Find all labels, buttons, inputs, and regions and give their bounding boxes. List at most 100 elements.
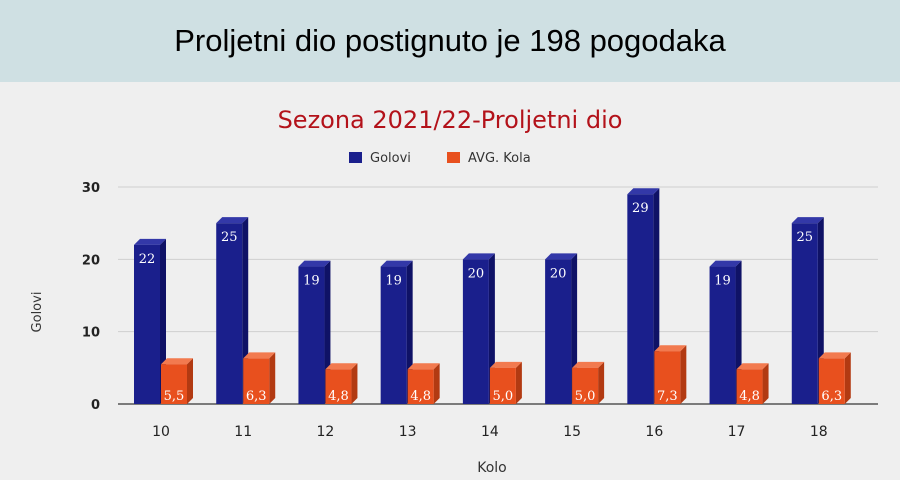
bar-avg-kola: 5,5 — [161, 358, 193, 404]
bar-top — [572, 361, 605, 368]
data-label-avg-kola: 6,3 — [246, 389, 267, 404]
header-banner: Proljetni dio postignuto je 198 pogodaka — [0, 0, 900, 82]
bar-face — [462, 259, 489, 404]
bar-avg-kola: 6,3 — [243, 352, 276, 404]
legend-swatch-golovi — [349, 152, 362, 163]
bar-face — [216, 223, 243, 404]
bar-face — [709, 266, 736, 404]
bar-side — [351, 363, 358, 404]
data-label-avg-kola: 7,3 — [657, 389, 678, 404]
bar-face — [380, 266, 407, 404]
legend: Golovi AVG. Kola — [349, 151, 531, 166]
y-tick-label: 30 — [82, 181, 100, 196]
bar-face — [325, 369, 352, 404]
bar-face — [545, 259, 572, 404]
bar-golovi: 20 — [462, 253, 495, 404]
bar-avg-kola: 7,3 — [654, 345, 687, 404]
y-axis-ticks: 0 10 20 30 — [82, 181, 100, 413]
bar-top — [380, 260, 413, 267]
bar-side — [515, 361, 522, 404]
bar-side — [433, 363, 440, 404]
bar-face — [818, 358, 845, 404]
bar-golovi: 22 — [134, 238, 166, 404]
bar-avg-kola: 4,8 — [736, 363, 769, 404]
bar-top — [736, 363, 769, 370]
bar-face — [572, 367, 599, 404]
bar-golovi: 20 — [545, 253, 578, 404]
x-tick-label: 14 — [481, 424, 499, 440]
bar-face — [654, 351, 681, 404]
bar-golovi: 19 — [298, 260, 331, 404]
data-label-avg-kola: 5,5 — [164, 389, 185, 404]
y-axis-label: Golovi — [30, 292, 45, 333]
data-label-avg-kola: 4,8 — [410, 389, 431, 404]
bar-face — [161, 364, 187, 404]
bar-face — [736, 369, 763, 404]
bar-face — [791, 223, 818, 404]
data-label-golovi: 19 — [385, 274, 402, 289]
bars: 22 5,5 25 6,3 19 4,8 19 4,8 20 5,0 20 5,0 29 7,3 19 4,8… — [134, 188, 851, 404]
x-axis-label: Kolo — [477, 460, 507, 476]
data-label-golovi: 20 — [468, 266, 485, 281]
bar-face — [407, 369, 434, 404]
data-label-golovi: 19 — [303, 274, 320, 289]
bar-side — [680, 345, 687, 404]
bar-top — [654, 345, 687, 352]
data-label-avg-kola: 5,0 — [575, 389, 596, 404]
y-tick-label: 0 — [91, 398, 100, 413]
bar-top — [489, 361, 522, 368]
data-label-golovi: 22 — [139, 252, 156, 267]
x-tick-label: 18 — [810, 424, 828, 440]
data-label-avg-kola: 5,0 — [493, 389, 514, 404]
y-tick-label: 10 — [82, 326, 100, 341]
legend-label-golovi: Golovi — [370, 151, 411, 166]
data-label-avg-kola: 4,8 — [328, 389, 349, 404]
x-tick-label: 17 — [728, 424, 746, 440]
x-tick-label: 15 — [563, 424, 581, 440]
data-label-golovi: 25 — [797, 230, 814, 245]
bar-top — [791, 217, 824, 224]
bar-top — [298, 260, 331, 267]
data-label-golovi: 19 — [714, 274, 731, 289]
bar-side — [269, 352, 276, 404]
bar-avg-kola: 5,0 — [572, 361, 605, 404]
bar-top — [462, 253, 495, 260]
y-tick-label: 20 — [82, 253, 100, 268]
bar-avg-kola: 5,0 — [489, 361, 522, 404]
bar-top — [216, 217, 249, 224]
chart-title: Sezona 2021/22-Proljetni dio — [278, 106, 623, 134]
legend-swatch-avg — [447, 152, 460, 163]
data-label-avg-kola: 4,8 — [739, 389, 760, 404]
bar-face — [298, 266, 325, 404]
legend-label-avg: AVG. Kola — [468, 151, 531, 166]
x-axis-ticks: 10 11 12 13 14 15 16 17 18 — [152, 424, 828, 440]
bar-face — [243, 358, 270, 404]
x-tick-label: 10 — [152, 424, 170, 440]
data-label-avg-kola: 6,3 — [821, 389, 842, 404]
bar-side — [762, 363, 769, 404]
bar-avg-kola: 4,8 — [325, 363, 358, 404]
bar-golovi: 25 — [216, 217, 249, 404]
data-label-golovi: 20 — [550, 266, 567, 281]
x-tick-label: 12 — [317, 424, 335, 440]
bar-avg-kola: 4,8 — [407, 363, 440, 404]
bar-top — [325, 363, 358, 370]
bar-face — [134, 244, 160, 404]
data-label-golovi: 25 — [221, 230, 238, 245]
bar-top — [243, 352, 276, 359]
bar-top — [818, 352, 851, 359]
x-tick-label: 11 — [234, 424, 252, 440]
bar-side — [844, 352, 851, 404]
bar-avg-kola: 6,3 — [818, 352, 851, 404]
bar-side — [598, 361, 605, 404]
bar-top — [545, 253, 578, 260]
bar-face — [489, 367, 516, 404]
bar-side — [187, 358, 193, 404]
bar-top — [161, 358, 193, 365]
bar-face — [627, 194, 654, 404]
x-tick-label: 16 — [645, 424, 663, 440]
bar-top — [627, 188, 660, 195]
bar-top — [407, 363, 440, 370]
bar-top — [709, 260, 742, 267]
